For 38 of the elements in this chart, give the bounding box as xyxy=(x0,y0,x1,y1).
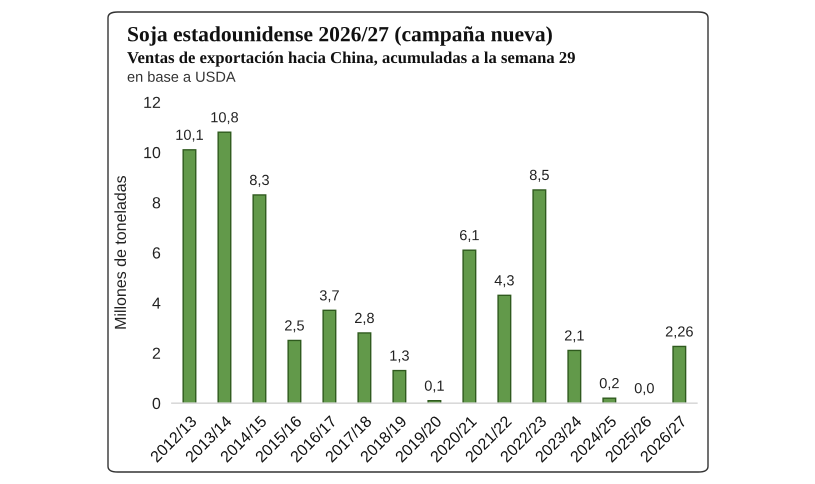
data-label: 8,5 xyxy=(530,170,549,182)
y-tick-label: 10 xyxy=(144,146,160,158)
data-label: 2,26 xyxy=(666,326,693,338)
data-label: 1,3 xyxy=(390,350,409,362)
y-tick-label: 6 xyxy=(152,247,160,259)
y-tick-label: 4 xyxy=(152,298,160,309)
bar xyxy=(462,249,476,404)
data-label: 4,3 xyxy=(494,275,514,288)
chart-subtitle: Ventas de exportación hacia China, acumuladas a la semana 29 xyxy=(127,51,575,67)
data-label: 10,1 xyxy=(176,130,203,142)
y-tick-label: 8 xyxy=(152,197,160,208)
bar xyxy=(357,332,372,404)
y-tick-label: 12 xyxy=(144,96,160,108)
data-label: 0,0 xyxy=(634,383,654,396)
bar xyxy=(252,194,266,404)
y-tick-label: 2 xyxy=(152,348,160,359)
data-label: 0,2 xyxy=(600,378,619,390)
y-tick-label: 0 xyxy=(152,398,160,410)
bar xyxy=(322,310,336,404)
bar xyxy=(532,189,546,404)
bar xyxy=(672,346,686,404)
bar xyxy=(392,370,406,404)
bar xyxy=(182,149,196,404)
text: en base a USDA xyxy=(128,71,236,82)
data-label: 2,5 xyxy=(285,320,304,332)
data-label: 2,8 xyxy=(355,312,374,325)
bar xyxy=(217,132,232,404)
bar xyxy=(287,340,302,404)
data-label: 6,1 xyxy=(460,230,479,242)
data-label: 2,1 xyxy=(564,330,584,342)
data-label: 10,8 xyxy=(211,112,238,124)
data-label: 8,3 xyxy=(250,174,269,187)
bar xyxy=(567,350,582,404)
chart-title: Soja estadounidense 2026/27 (campaña nueva) xyxy=(128,26,552,46)
y-axis-title: Millones de toneladas xyxy=(114,176,126,329)
data-label: 3,7 xyxy=(320,290,339,302)
data-label: 0,1 xyxy=(424,380,444,393)
bar xyxy=(497,294,512,404)
